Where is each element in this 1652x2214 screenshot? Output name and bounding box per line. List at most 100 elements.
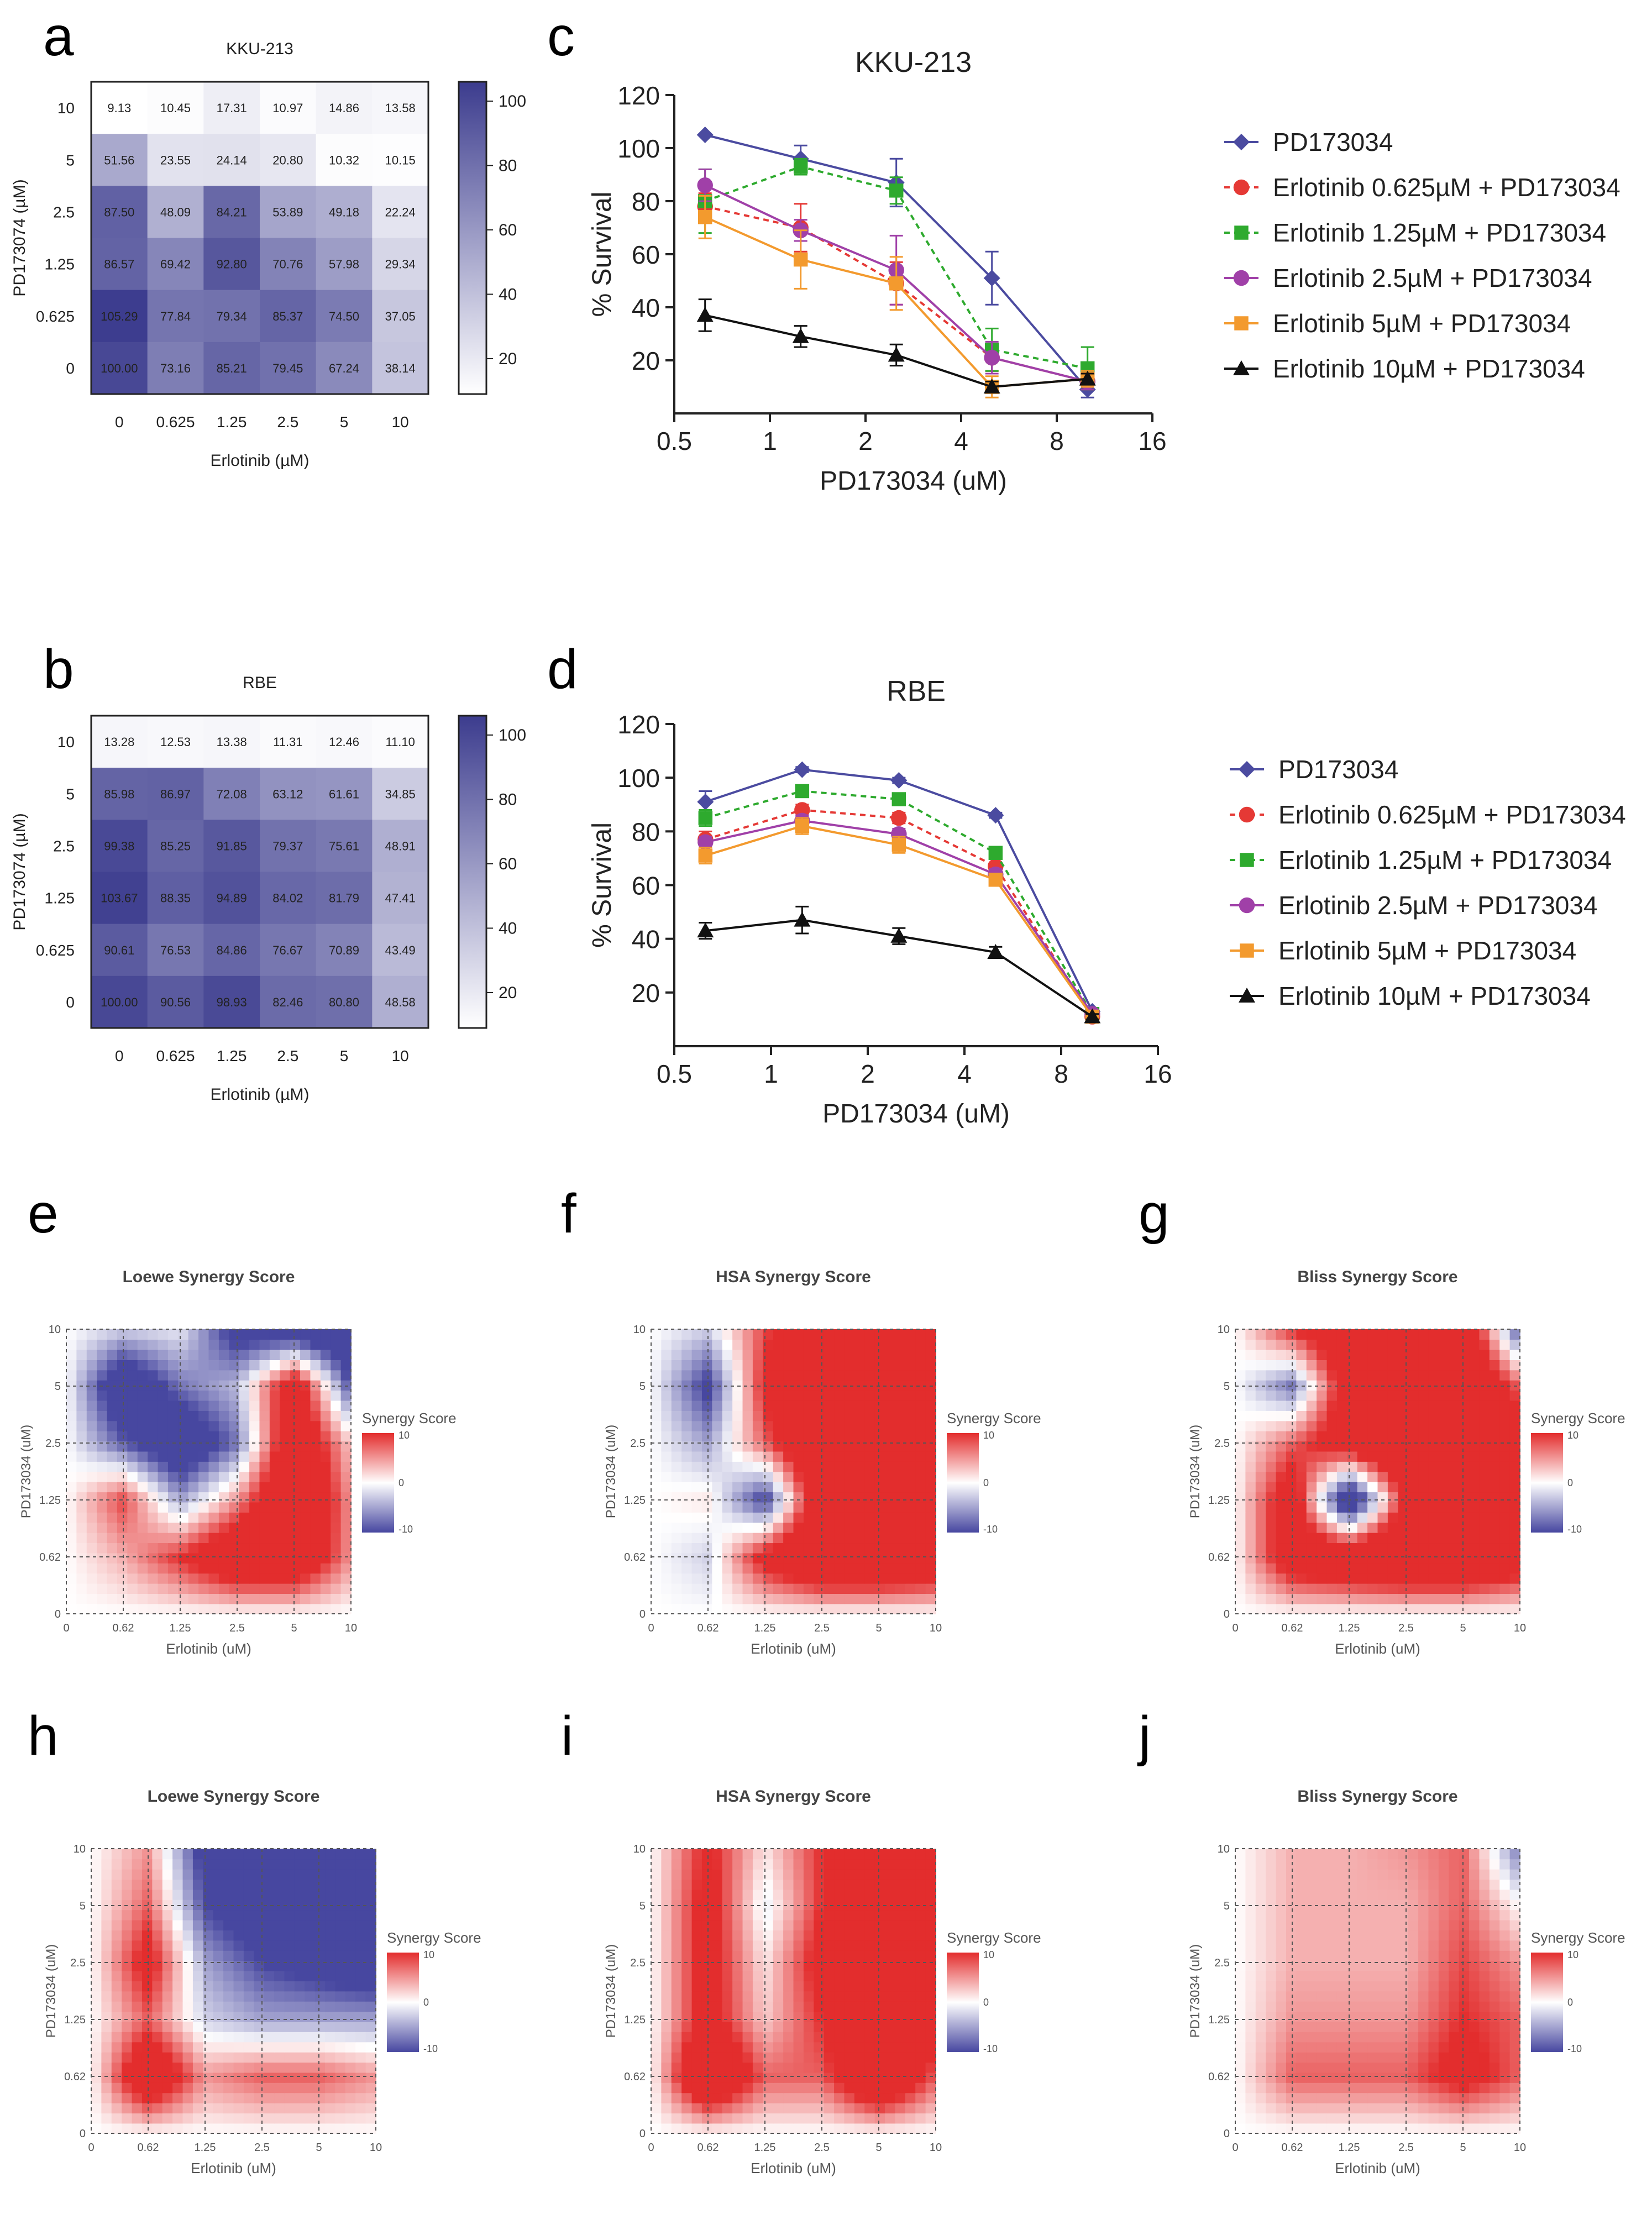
synergy-surface-cell	[671, 1950, 682, 1961]
synergy-surface-cell	[671, 1441, 682, 1452]
synergy-surface-cell	[97, 1552, 108, 1564]
synergy-surface-cell	[742, 1859, 753, 1870]
synergy-surface-cell	[335, 2042, 346, 2053]
synergy-surface-cell	[137, 1502, 148, 1513]
synergy-surface-cell	[925, 1950, 936, 1961]
synergy-x-label: Erlotinib (uM)	[751, 1640, 836, 1657]
synergy-surface-cell	[229, 1593, 240, 1604]
synergy-surface-cell	[188, 1390, 199, 1401]
synergy-surface-cell	[158, 1441, 169, 1452]
synergy-surface-cell	[671, 1461, 682, 1472]
synergy-surface-cell	[1296, 1441, 1307, 1452]
synergy-surface-cell	[1317, 2123, 1328, 2134]
synergy-surface-cell	[712, 1451, 723, 1462]
synergy-surface-cell	[117, 1461, 128, 1472]
synergy-surface-cell	[355, 1940, 366, 1951]
synergy-surface-cell	[1499, 1471, 1511, 1482]
synergy-surface-cell	[218, 1451, 230, 1462]
synergy-surface-cell	[233, 2113, 244, 2124]
synergy-surface-cell	[1336, 1451, 1348, 1462]
synergy-surface-cell	[1367, 2092, 1378, 2103]
synergy-surface-cell	[681, 2032, 693, 2043]
synergy-surface-cell	[854, 2062, 866, 2073]
x-tick-label: 2	[861, 1059, 875, 1088]
synergy-surface-cell	[249, 1441, 260, 1452]
synergy-surface-cell	[874, 2052, 885, 2063]
synergy-surface-cell	[1449, 1492, 1460, 1503]
synergy-surface-cell	[905, 1370, 916, 1381]
synergy-surface-cell	[701, 1960, 713, 1971]
synergy-surface-cell	[76, 1481, 87, 1493]
synergy-surface-cell	[1306, 2021, 1317, 2032]
synergy-surface-cell	[1266, 2082, 1277, 2094]
synergy-surface-cell	[310, 1543, 321, 1554]
synergy-surface-cell	[1489, 1522, 1501, 1533]
synergy-surface-cell	[107, 1339, 118, 1350]
synergy-surface-cell	[681, 1339, 693, 1350]
synergy-surface-cell	[691, 1859, 702, 1870]
synergy-surface-cell	[294, 2062, 306, 2073]
synergy-surface-cell	[1235, 1461, 1246, 1472]
synergy-surface-cell	[1255, 1583, 1266, 1594]
synergy-surface-cell	[722, 1919, 733, 1930]
synergy-surface-cell	[793, 1981, 804, 1992]
synergy-surface-cell	[229, 1481, 240, 1493]
synergy-surface-cell	[233, 1879, 244, 1890]
synergy-surface-cell	[691, 1420, 702, 1431]
synergy-surface-cell	[132, 2032, 143, 2043]
synergy-surface-cell	[1377, 2011, 1388, 2022]
synergy-surface-cell	[763, 1899, 774, 1911]
synergy-surface-cell	[223, 2102, 234, 2114]
synergy-surface-cell	[101, 1930, 112, 1941]
synergy-surface-cell	[1438, 2011, 1450, 2022]
synergy-surface-cell	[834, 2052, 845, 2063]
synergy-surface-cell	[137, 1522, 148, 1533]
synergy-surface-cell	[1509, 1573, 1520, 1584]
synergy-surface-cell	[310, 1522, 321, 1533]
synergy-surface-cell	[651, 1849, 662, 1860]
synergy-surface-cell	[127, 1552, 138, 1564]
synergy-surface-cell	[310, 1552, 321, 1564]
synergy-surface-cell	[905, 1502, 916, 1513]
synergy-surface-cell	[208, 1370, 219, 1381]
synergy-surface-cell	[1317, 2052, 1328, 2063]
synergy-surface-cell	[1357, 1471, 1368, 1482]
synergy-surface-cell	[76, 1349, 87, 1360]
synergy-surface-cell	[844, 1603, 855, 1614]
synergy-surface-cell	[335, 2032, 346, 2043]
synergy-surface-cell	[345, 2052, 356, 2063]
synergy-surface-cell	[1438, 1593, 1450, 1604]
synergy-surface-cell	[895, 1339, 906, 1350]
synergy-surface-cell	[1347, 1360, 1358, 1371]
synergy-surface-cell	[1326, 2062, 1338, 2073]
synergy-surface-cell	[1438, 1603, 1450, 1614]
synergy-surface-cell	[844, 1502, 855, 1513]
marker-square	[795, 819, 810, 833]
heatmap-cell	[147, 768, 204, 820]
synergy-surface-cell	[1336, 2032, 1348, 2043]
synergy-surface-cell	[325, 1960, 336, 1971]
synergy-surface-cell	[1408, 2092, 1419, 2103]
synergy-surface-cell	[1347, 2052, 1358, 2063]
synergy-surface-cell	[198, 1441, 209, 1452]
synergy-surface-cell	[701, 1879, 713, 1890]
synergy-surface-cell	[701, 1339, 713, 1350]
synergy-surface-cell	[885, 2021, 896, 2032]
synergy-surface-cell	[844, 1410, 855, 1421]
synergy-surface-cell	[1418, 1532, 1429, 1544]
synergy-surface-cell	[814, 1869, 825, 1880]
synergy-surface-cell	[691, 1583, 702, 1594]
synergy-surface-cell	[783, 2042, 794, 2053]
heatmap-cell	[372, 134, 429, 186]
synergy-surface-cell	[661, 2092, 672, 2103]
synergy-surface-cell	[243, 1859, 255, 1870]
synergy-surface-cell	[1336, 1512, 1348, 1523]
synergy-surface-cell	[651, 1991, 662, 2002]
synergy-surface-cell	[213, 2082, 224, 2094]
synergy-surface-cell	[1357, 1543, 1368, 1554]
synergy-surface-cell	[1245, 2102, 1256, 2114]
synergy-surface-cell	[213, 1991, 224, 2002]
synergy-surface-cell	[203, 1919, 214, 1930]
synergy-surface-cell	[834, 1461, 845, 1472]
synergy-surface-cell	[1479, 1471, 1490, 1482]
